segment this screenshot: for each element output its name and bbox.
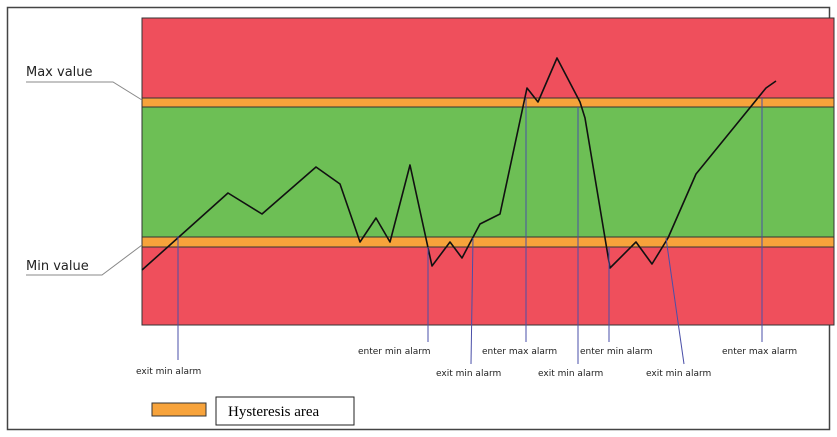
legend-text-box: [215, 396, 355, 426]
upper-alarm-zone: [142, 18, 834, 98]
event-label-exit-min-alarm-4: exit min alarm: [646, 369, 711, 379]
min-value-leader: [26, 244, 143, 276]
legend-hysteresis-label: Hysteresis area: [228, 404, 320, 420]
event-label-enter-max-alarm-1: enter max alarm: [482, 347, 557, 357]
event-label-enter-min-alarm-2: enter min alarm: [580, 347, 653, 357]
event-label-exit-min-alarm-3: exit min alarm: [538, 369, 603, 379]
event-label-exit-min-alarm-2: exit min alarm: [436, 369, 501, 379]
signal-trace: [141, 57, 777, 271]
plot-border: [141, 17, 835, 326]
normal-zone: [142, 107, 834, 237]
lower-hysteresis-band: [142, 237, 834, 247]
event-label-enter-max-alarm-2: enter max alarm: [722, 347, 797, 357]
min-value-label: Min value: [26, 259, 89, 274]
lower-alarm-zone: [142, 247, 834, 325]
event-marker-exit-min-alarm-4: [665, 237, 685, 365]
event-label-enter-min-alarm-1: enter min alarm: [358, 347, 431, 357]
event-marker-exit-min-alarm-2: [470, 237, 474, 365]
max-value-leader: [26, 81, 143, 101]
event-label-exit-min-alarm-1: exit min alarm: [136, 367, 201, 377]
upper-hysteresis-band: [142, 98, 834, 107]
legend-hysteresis-swatch: [151, 402, 207, 417]
max-value-label: Max value: [26, 65, 93, 80]
